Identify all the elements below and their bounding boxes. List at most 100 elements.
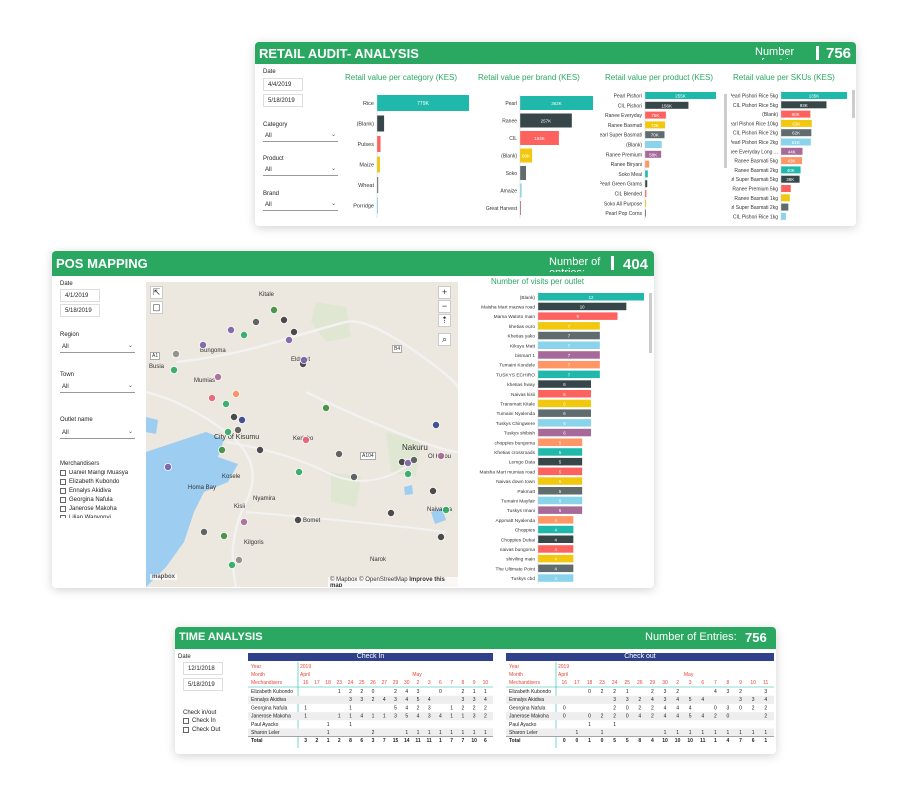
outlet-pin[interactable]: [431, 420, 440, 429]
pos-date-from[interactable]: 4/1/2019: [60, 289, 100, 302]
bar[interactable]: [538, 545, 574, 553]
retail-product-select[interactable]: All ⌄: [263, 165, 338, 176]
outlet-pin[interactable]: [230, 412, 239, 421]
bar[interactable]: [538, 477, 583, 485]
sku-scrollbar[interactable]: [852, 90, 855, 118]
bar[interactable]: [538, 370, 600, 379]
bar[interactable]: [645, 111, 666, 119]
outlet-pin[interactable]: [240, 331, 249, 340]
select-tool-icon[interactable]: ▢: [150, 301, 163, 314]
bar[interactable]: [781, 157, 803, 165]
bar[interactable]: [538, 574, 574, 582]
outlet-pin[interactable]: [234, 425, 243, 434]
merch-option[interactable]: Daniel Maingi Muasya: [60, 470, 128, 476]
merch-option[interactable]: Lilian Wanyonyi: [60, 515, 111, 518]
bar[interactable]: [645, 160, 650, 168]
outlet-pin[interactable]: [235, 555, 244, 564]
bar[interactable]: [520, 183, 522, 198]
merch-option[interactable]: Janerose Makoha: [60, 506, 117, 512]
retail-date-from[interactable]: 4/4/2019: [263, 78, 303, 91]
bar[interactable]: [538, 390, 591, 398]
outlet-pin[interactable]: [240, 517, 249, 526]
bar[interactable]: [645, 141, 662, 148]
retail-date-to[interactable]: 5/18/2019: [263, 94, 303, 107]
compass-icon[interactable]: ⇡: [438, 314, 451, 327]
outlet-pin[interactable]: [428, 486, 437, 495]
bar[interactable]: [538, 360, 600, 369]
outlet-pin[interactable]: [403, 469, 412, 478]
outlet-pin[interactable]: [284, 336, 293, 345]
visits-scrollbar[interactable]: [649, 293, 652, 353]
outlet-pin[interactable]: [279, 316, 288, 325]
bar[interactable]: [520, 166, 527, 180]
merch-option[interactable]: Georgina Nafula: [60, 497, 113, 503]
outlet-pin[interactable]: [441, 505, 450, 514]
bar[interactable]: [538, 302, 627, 311]
bar[interactable]: [538, 322, 600, 330]
product-scrollbar[interactable]: [724, 94, 727, 168]
outlet-map[interactable]: Kitale Bungoma Mumias Eldoret City of Ki…: [146, 282, 458, 587]
share-icon[interactable]: ⇱: [150, 286, 163, 299]
bar[interactable]: [538, 399, 591, 408]
bar[interactable]: [645, 180, 648, 188]
bar[interactable]: [645, 190, 647, 197]
bar[interactable]: [377, 136, 381, 152]
bar[interactable]: [377, 156, 380, 173]
bar[interactable]: [377, 115, 385, 132]
bar[interactable]: [538, 525, 574, 534]
outlet-pin[interactable]: [252, 318, 261, 327]
outlet-pin[interactable]: [218, 445, 227, 454]
outlet-pin[interactable]: [436, 532, 445, 541]
zoom-out-button[interactable]: −: [438, 300, 451, 313]
bar[interactable]: [645, 121, 666, 129]
bar[interactable]: [377, 197, 378, 214]
outlet-pin[interactable]: [222, 400, 231, 409]
outlet-pin[interactable]: [238, 415, 247, 424]
bar[interactable]: [781, 101, 827, 109]
improve-map-link[interactable]: Improve this map: [330, 577, 445, 587]
bar[interactable]: [520, 96, 593, 110]
outlet-pin[interactable]: [301, 435, 310, 444]
outlet-pin[interactable]: [294, 467, 303, 476]
check-in-option[interactable]: Check In: [183, 718, 216, 724]
outlet-pin[interactable]: [227, 326, 236, 335]
bar[interactable]: [538, 409, 591, 417]
bar[interactable]: [538, 506, 583, 514]
bar[interactable]: [538, 438, 583, 447]
bar[interactable]: [781, 92, 847, 99]
bar[interactable]: [781, 185, 791, 192]
bar[interactable]: [645, 101, 689, 109]
bar[interactable]: [538, 554, 574, 563]
outlet-pin[interactable]: [293, 515, 302, 524]
bar[interactable]: [645, 199, 647, 207]
search-icon[interactable]: ⌕: [438, 333, 451, 346]
bar[interactable]: [520, 148, 533, 163]
bar[interactable]: [538, 293, 644, 301]
bar[interactable]: [645, 131, 665, 139]
time-date-to[interactable]: 5/18/2019: [183, 678, 223, 691]
outlet-pin[interactable]: [169, 366, 178, 375]
merch-option[interactable]: Ennalys Akidiva: [60, 488, 111, 494]
pos-town-select[interactable]: All ⌄: [60, 382, 135, 393]
zoom-in-button[interactable]: +: [438, 286, 451, 299]
bar[interactable]: [538, 341, 600, 350]
outlet-pin[interactable]: [220, 531, 229, 540]
retail-brand-select[interactable]: All ⌄: [263, 200, 338, 211]
bar[interactable]: [645, 92, 716, 99]
pos-region-select[interactable]: All ⌄: [60, 342, 135, 353]
bar[interactable]: [781, 194, 790, 202]
bar[interactable]: [781, 147, 803, 155]
outlet-pin[interactable]: [436, 451, 445, 460]
bar[interactable]: [377, 177, 379, 193]
bar[interactable]: [538, 535, 574, 544]
bar[interactable]: [781, 203, 789, 211]
bar[interactable]: [781, 175, 800, 183]
bar[interactable]: [781, 166, 801, 174]
bar[interactable]: [538, 487, 583, 495]
bar[interactable]: [645, 209, 646, 217]
bar[interactable]: [377, 95, 469, 111]
pos-outlet-select[interactable]: All ⌄: [60, 428, 135, 439]
outlet-pin[interactable]: [386, 508, 395, 517]
bar[interactable]: [520, 131, 559, 145]
outlet-pin[interactable]: [409, 455, 418, 464]
